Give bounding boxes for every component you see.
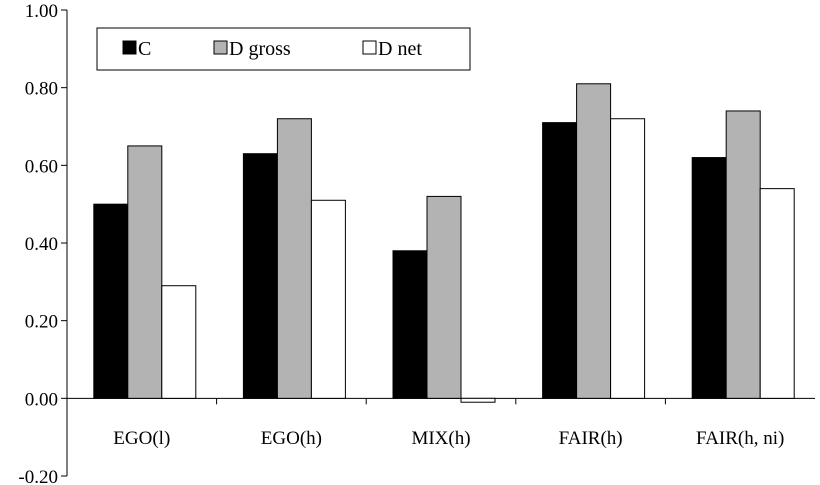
bar-d-gross-4 <box>725 110 761 399</box>
bar-d-gross-2 <box>426 195 462 399</box>
legend: C D gross D net <box>96 27 471 71</box>
category-label: FAIR(h, ni) <box>696 428 784 449</box>
legend-label: D net <box>378 38 422 60</box>
bar-c-3 <box>542 122 578 399</box>
y-tick-label: 0.60 <box>25 156 58 177</box>
bar-d-gross-0 <box>127 145 163 399</box>
bar-c-0 <box>93 203 129 399</box>
y-tick-label: -0.20 <box>18 467 58 485</box>
bar-c-4 <box>691 157 727 399</box>
bar-d-gross-1 <box>276 118 312 399</box>
category-label: MIX(h) <box>411 428 470 449</box>
legend-swatch-d-gross <box>213 40 228 55</box>
legend-swatch-c <box>122 40 137 55</box>
y-axis-ticks: 1.00 0.80 0.60 0.40 0.20 0.00 -0.20 <box>18 1 67 485</box>
category-label: EGO(l) <box>113 428 170 449</box>
y-tick-label: 1.00 <box>25 1 58 22</box>
bar-d-net-1 <box>310 199 346 399</box>
y-tick-label: 0.00 <box>25 389 58 410</box>
bar-d-net-3 <box>610 118 646 399</box>
bar-c-2 <box>392 250 428 399</box>
y-tick-label: 0.40 <box>25 234 58 255</box>
category-label: EGO(h) <box>261 428 322 449</box>
bar-d-net-4 <box>759 188 795 399</box>
bar-d-net-0 <box>161 285 197 399</box>
category-label: FAIR(h) <box>559 428 623 449</box>
legend-label: D gross <box>229 38 291 60</box>
y-tick-label: 0.80 <box>25 79 58 100</box>
legend-swatch-d-net <box>362 40 377 55</box>
bars <box>93 83 795 403</box>
x-axis-categories: EGO(l) EGO(h) MIX(h) FAIR(h) FAIR(h, ni) <box>113 398 784 449</box>
bar-d-gross-3 <box>576 83 612 399</box>
legend-box <box>96 27 471 71</box>
legend-label: C <box>138 38 151 60</box>
bar-c-1 <box>242 153 278 399</box>
y-tick-label: 0.20 <box>25 312 58 333</box>
bar-d-net-2 <box>460 397 496 403</box>
